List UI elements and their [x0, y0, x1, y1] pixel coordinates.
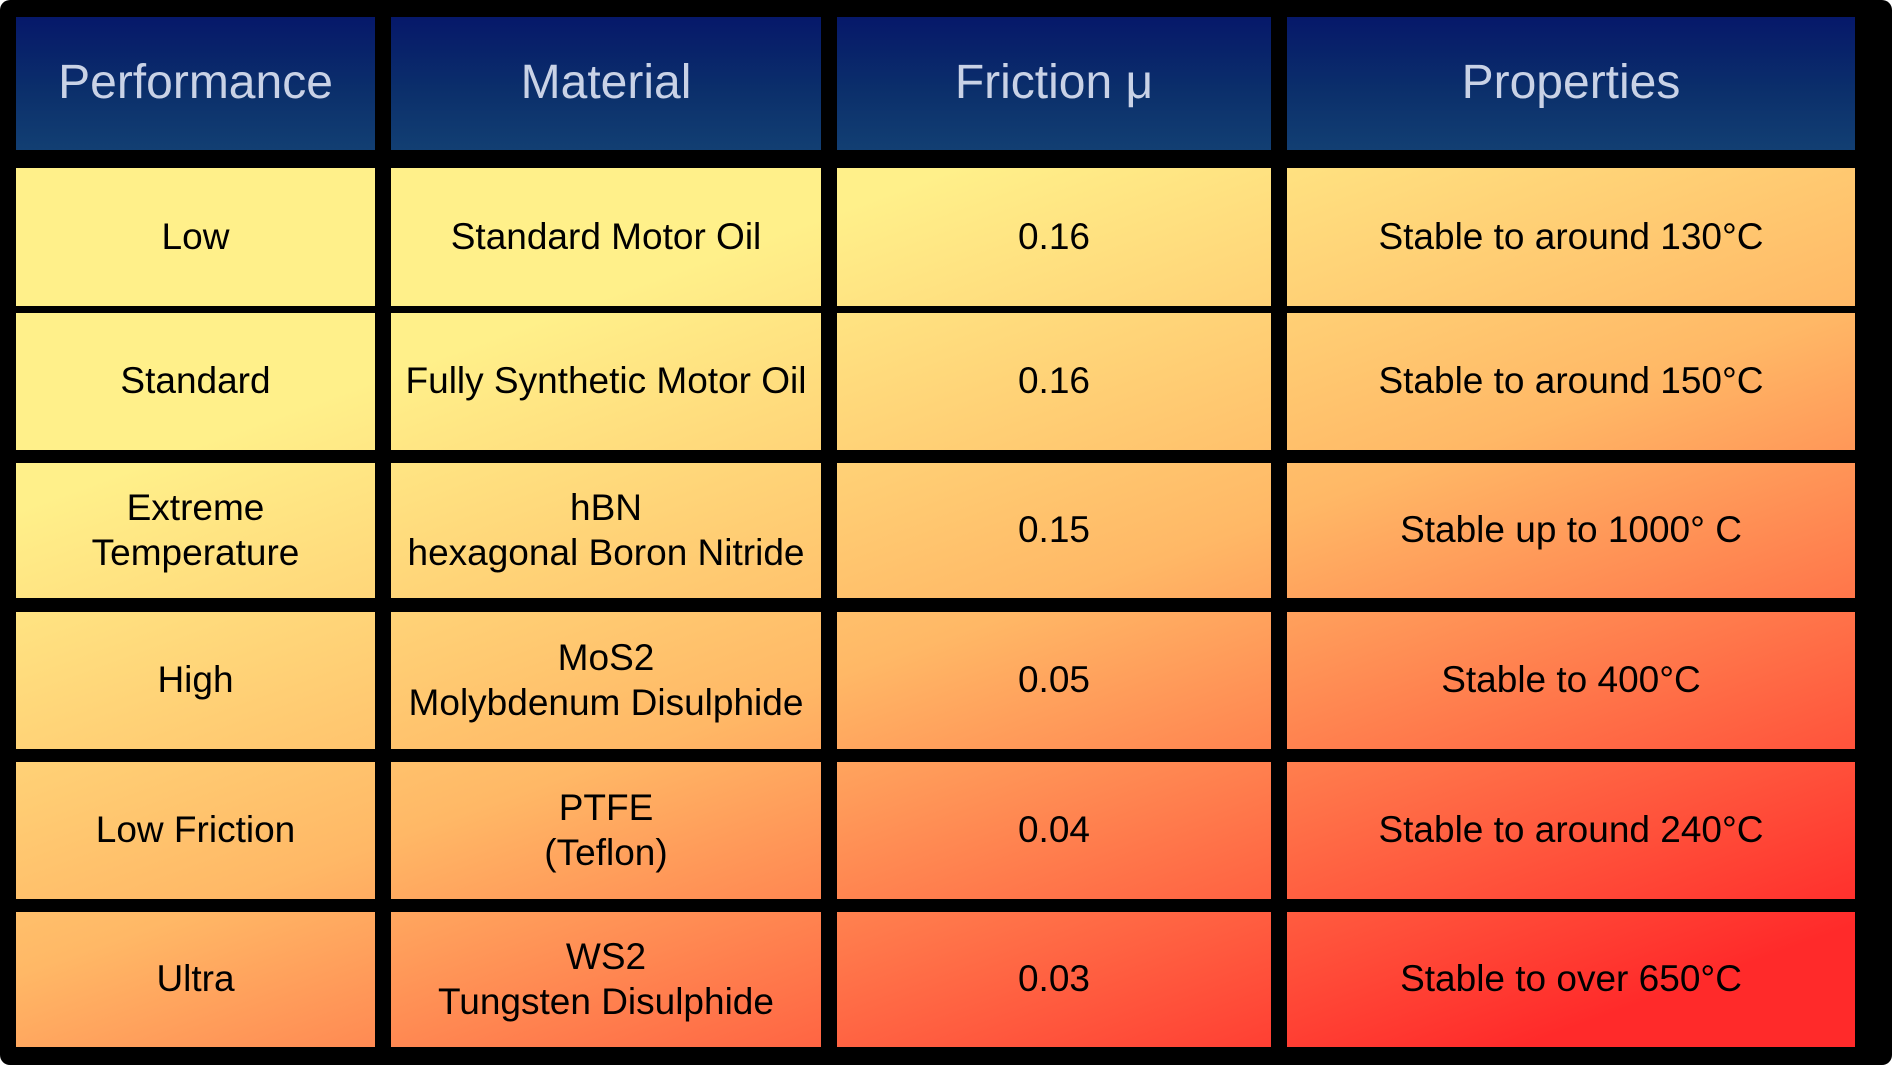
- cell-friction: 0.03: [837, 912, 1271, 1047]
- cell-friction: 0.16: [837, 168, 1271, 306]
- cell-properties: Stable to around 240°C: [1287, 762, 1855, 899]
- cell-performance: Ultra: [16, 912, 375, 1047]
- header-label: Friction μ: [954, 56, 1154, 110]
- cell-friction: 0.16: [837, 313, 1271, 450]
- cell-text: Stable to over 650°C: [1400, 958, 1742, 1000]
- cell-text: PTFE: [558, 787, 654, 829]
- cell-text: MoS2: [557, 637, 655, 679]
- cell-material: Fully Synthetic Motor Oil: [391, 313, 821, 450]
- cell-text: Stable to around 150°C: [1378, 360, 1764, 402]
- cell-properties: Stable up to 1000° C: [1287, 463, 1855, 598]
- friction-value: 0.16: [1017, 215, 1090, 257]
- cell-material: WS2 Tungsten Disulphide: [391, 912, 821, 1047]
- cell-text: Stable to around 240°C: [1378, 809, 1764, 851]
- header-label: Properties: [1461, 56, 1681, 110]
- cell-text: Standard: [120, 360, 271, 402]
- cell-text: Stable up to 1000° C: [1400, 509, 1742, 551]
- cell-friction: 0.04: [837, 762, 1271, 899]
- cell-performance: Low Friction: [16, 762, 375, 899]
- cell-text: (Teflon): [544, 831, 668, 873]
- cell-properties: Stable to around 130°C: [1287, 168, 1855, 306]
- cell-text: hexagonal Boron Nitride: [407, 531, 805, 573]
- header-properties: Properties: [1287, 17, 1855, 150]
- cell-performance: High: [16, 612, 375, 749]
- cell-text: Standard Motor Oil: [450, 215, 762, 257]
- cell-text: Stable to around 130°C: [1378, 215, 1764, 257]
- cell-text: Molybdenum Disulphide: [408, 681, 804, 723]
- friction-value: 0.03: [1017, 958, 1090, 1000]
- cell-material: PTFE (Teflon): [391, 762, 821, 899]
- cell-performance: Standard: [16, 313, 375, 450]
- cell-text: Ultra: [156, 958, 235, 1000]
- cell-text: Stable to 400°C: [1441, 659, 1701, 701]
- cell-performance: Low: [16, 168, 375, 306]
- friction-value: 0.15: [1017, 509, 1090, 551]
- header-label: Material: [520, 56, 692, 110]
- cell-text: Low: [161, 215, 230, 257]
- cell-text: High: [157, 659, 234, 701]
- cell-performance: Extreme Temperature: [16, 463, 375, 598]
- cell-text: Temperature: [91, 531, 300, 573]
- header-friction: Friction μ: [837, 17, 1271, 150]
- cell-text: WS2: [565, 936, 647, 978]
- cell-properties: Stable to around 150°C: [1287, 313, 1855, 450]
- friction-value: 0.16: [1017, 360, 1090, 402]
- cell-text: Fully Synthetic Motor Oil: [405, 360, 807, 402]
- cell-material: MoS2 Molybdenum Disulphide: [391, 612, 821, 749]
- cell-properties: Stable to 400°C: [1287, 612, 1855, 749]
- cell-friction: 0.15: [837, 463, 1271, 598]
- cell-material: Standard Motor Oil: [391, 168, 821, 306]
- cell-text: Low Friction: [95, 809, 296, 851]
- cell-text: Tungsten Disulphide: [438, 980, 774, 1022]
- cell-text: hBN: [570, 487, 642, 529]
- header-material: Material: [391, 17, 821, 150]
- cell-friction: 0.05: [837, 612, 1271, 749]
- friction-value: 0.04: [1017, 809, 1090, 851]
- header-performance: Performance: [16, 17, 375, 150]
- header-label: Performance: [58, 56, 333, 110]
- cell-text: Extreme: [126, 487, 265, 529]
- cell-properties: Stable to over 650°C: [1287, 912, 1855, 1047]
- cell-material: hBN hexagonal Boron Nitride: [391, 463, 821, 598]
- friction-value: 0.05: [1017, 659, 1090, 701]
